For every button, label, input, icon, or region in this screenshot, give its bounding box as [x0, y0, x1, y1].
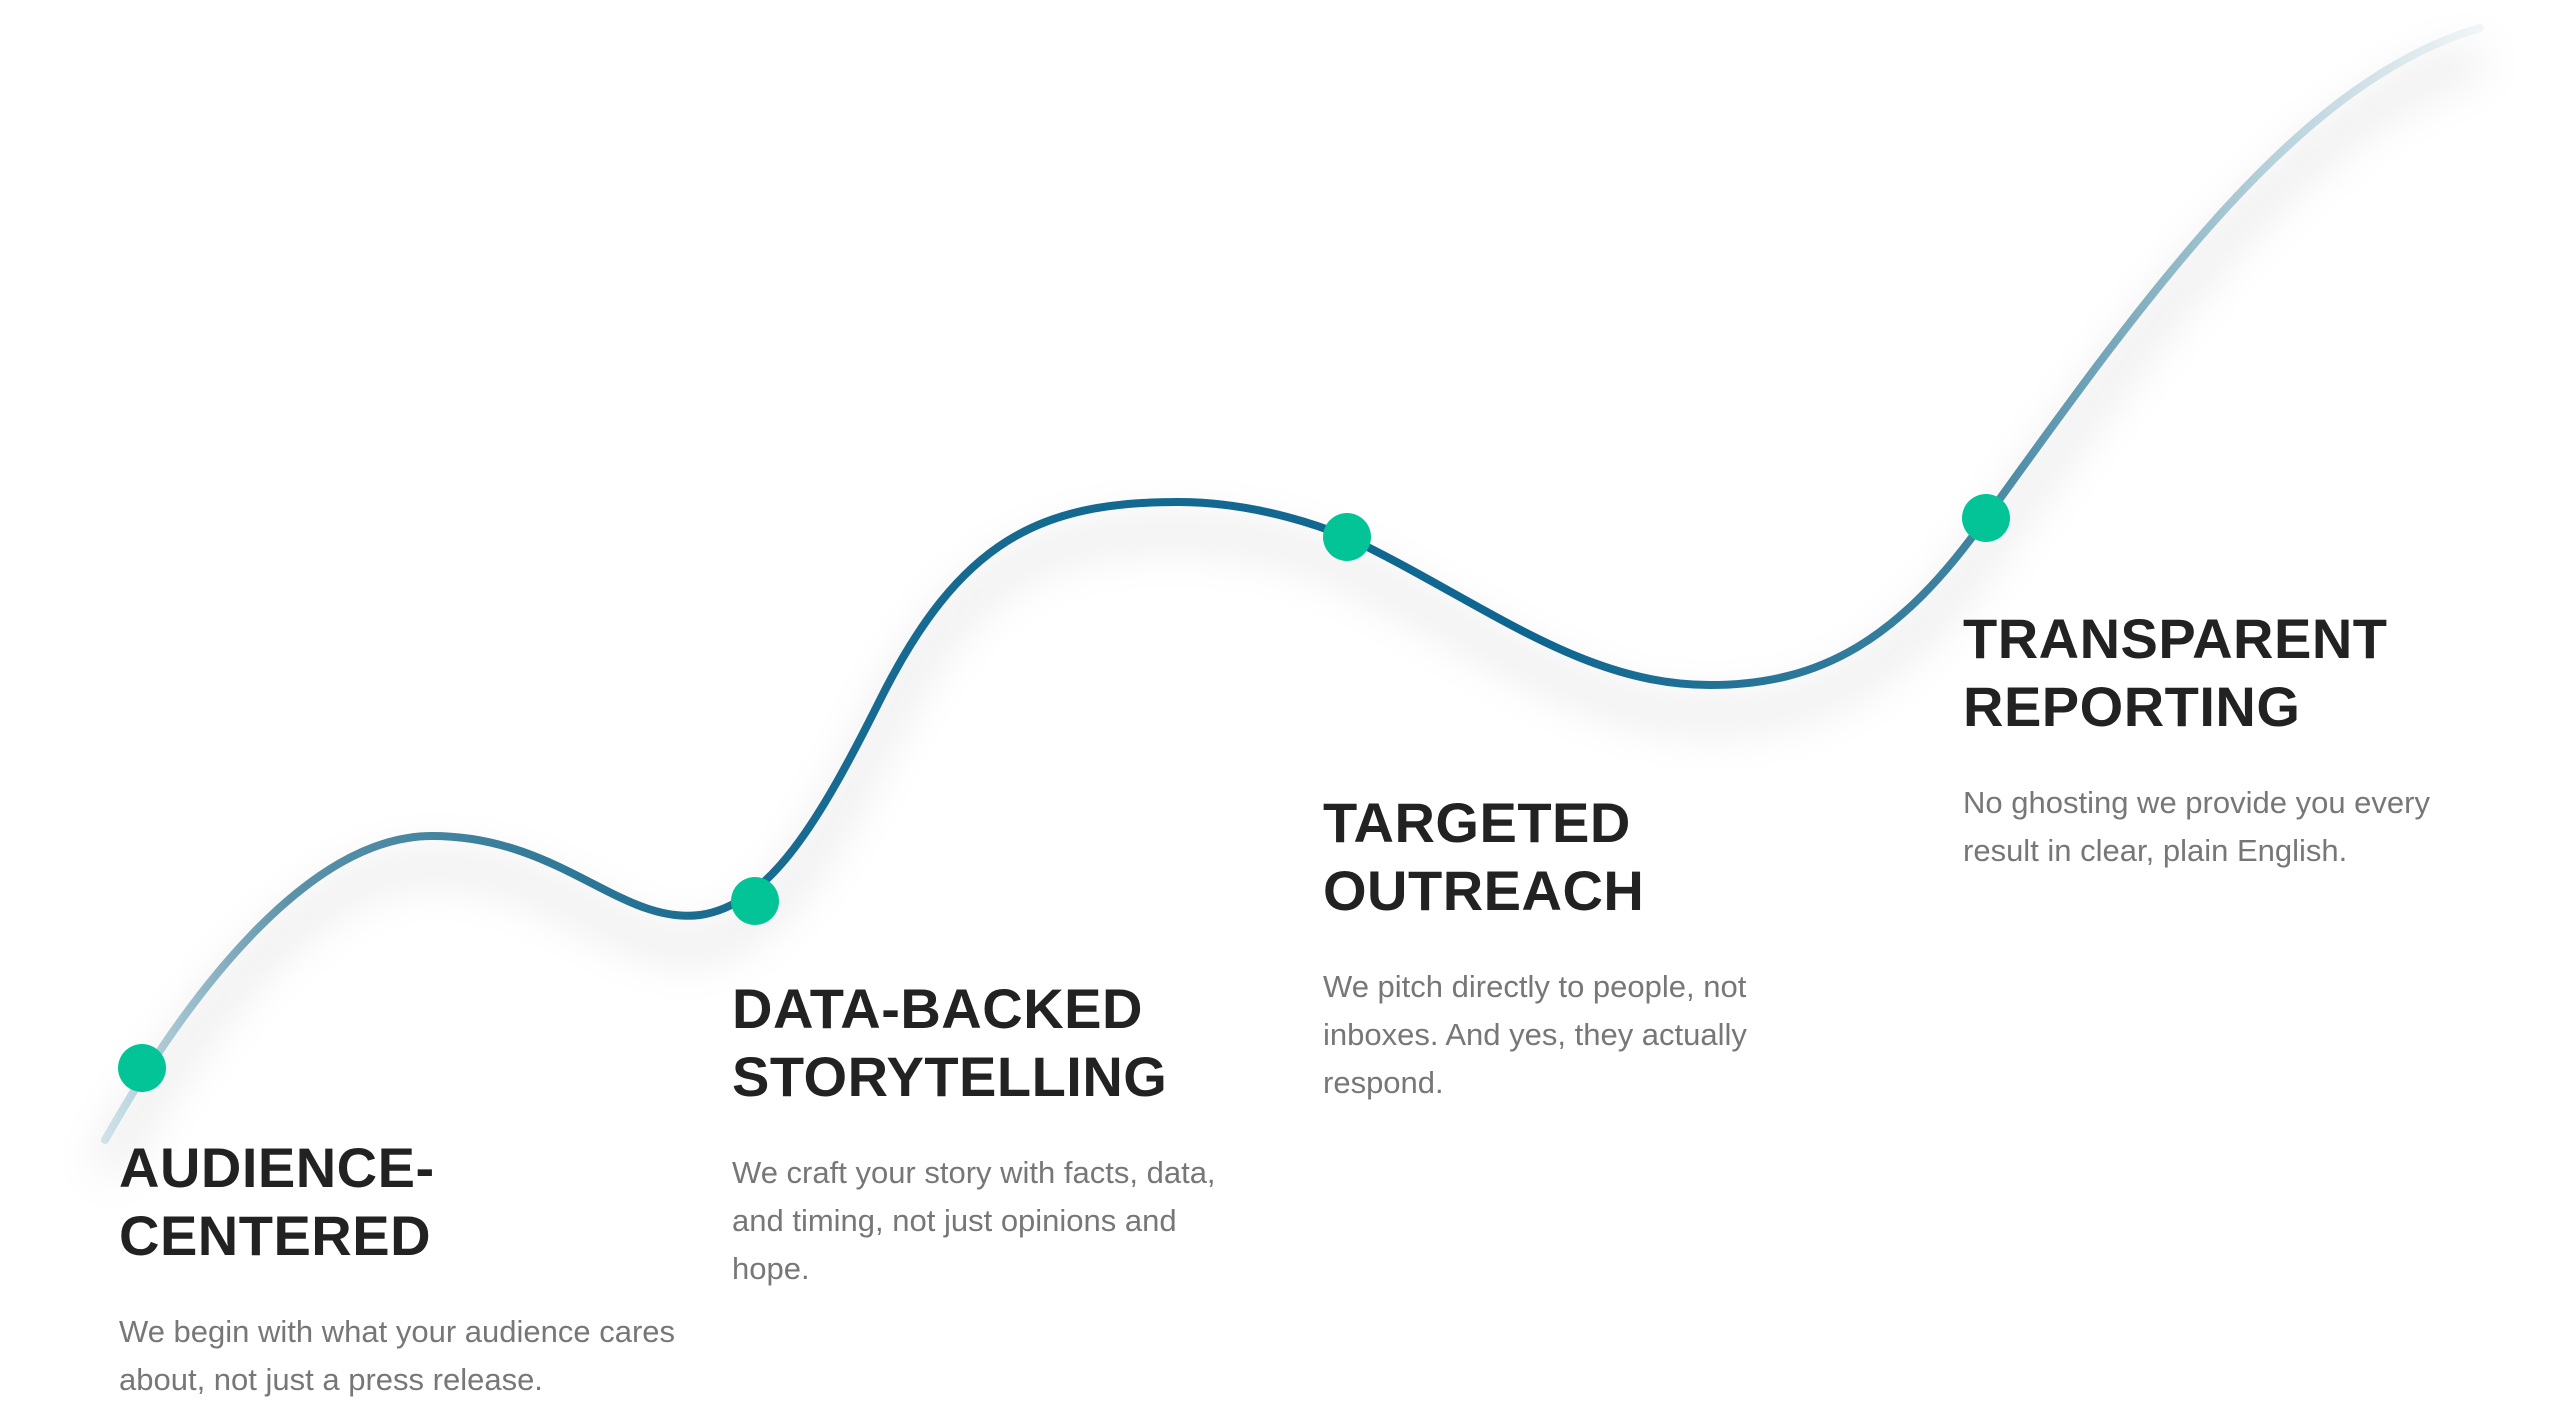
curve-shadow — [93, 45, 2484, 1177]
step-dot-4 — [1962, 494, 2010, 542]
title-line-1: TRANSPARENT — [1963, 607, 2388, 670]
step-dot-1 — [118, 1044, 166, 1092]
title-line-2: REPORTING — [1963, 675, 2301, 738]
title-line-2: OUTREACH — [1323, 859, 1645, 922]
title-line-2: CENTERED — [119, 1204, 432, 1267]
title-line-2: STORYTELLING — [732, 1045, 1168, 1108]
title-line-1: TARGETED — [1323, 791, 1631, 854]
step-title: AUDIENCE- CENTERED — [119, 1134, 679, 1270]
curve-line — [101, 24, 2484, 1144]
step-description: We begin with what your audience cares a… — [119, 1314, 676, 1397]
step-dot-2 — [731, 877, 779, 925]
title-line-1: AUDIENCE- — [119, 1136, 435, 1199]
step-description: No ghosting we provide you every result … — [1963, 785, 2430, 868]
step-transparent-reporting: TRANSPARENT REPORTING No ghosting we prov… — [1963, 605, 2523, 875]
step-data-backed-storytelling: DATA-BACKED STORYTELLING We craft your st… — [732, 975, 1292, 1293]
step-title: DATA-BACKED STORYTELLING — [732, 975, 1292, 1111]
step-title: TRANSPARENT REPORTING — [1963, 605, 2523, 741]
step-dot-3 — [1323, 513, 1371, 561]
step-audience-centered: AUDIENCE- CENTERED We begin with what you… — [119, 1134, 679, 1404]
step-title: TARGETED OUTREACH — [1323, 789, 1883, 925]
step-description: We craft your story with facts, data, an… — [732, 1155, 1216, 1286]
step-targeted-outreach: TARGETED OUTREACH We pitch directly to pe… — [1323, 789, 1883, 1107]
step-description: We pitch directly to people, not inboxes… — [1323, 969, 1747, 1100]
title-line-1: DATA-BACKED — [732, 977, 1143, 1040]
